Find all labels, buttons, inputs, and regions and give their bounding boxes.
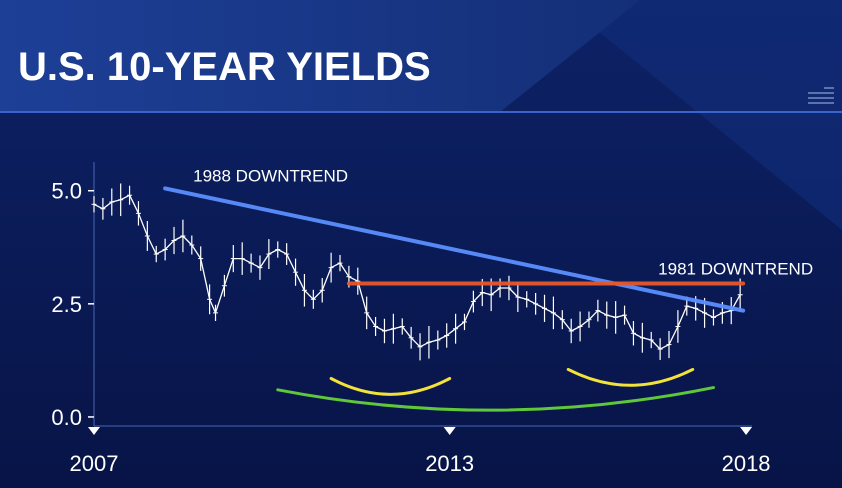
background-sweep [560, 0, 842, 230]
x-tick-mark [88, 427, 100, 435]
y-tick-label: 5.0 [51, 179, 82, 204]
yield-line [93, 194, 741, 350]
yield-series [91, 183, 743, 361]
x-tick-label: 2013 [425, 451, 474, 476]
x-tick-mark [443, 427, 456, 435]
x-axis-ticks: 2007 2013 2018 [70, 427, 771, 476]
x-tick-label: 2018 [722, 451, 771, 476]
x-tick-label: 2007 [70, 451, 119, 476]
arc-annotation [329, 376, 452, 396]
x-tick-mark [740, 427, 753, 435]
title-banner [0, 0, 640, 112]
brand-bars-icon [808, 87, 834, 104]
y-axis-ticks: 0.0 2.5 5.0 [51, 179, 94, 430]
arc-annotations [276, 367, 715, 412]
y-tick-label: 0.0 [51, 405, 82, 430]
trendline [163, 186, 746, 313]
arc-annotation [276, 386, 715, 412]
page-title: U.S. 10-YEAR YIELDS [18, 45, 431, 89]
trendline-label: 1981 DOWNTREND [658, 259, 813, 278]
y-tick-label: 2.5 [51, 292, 82, 317]
arc-annotation [566, 367, 695, 387]
trendline-annotations: 1988 DOWNTREND 1981 DOWNTREND [163, 166, 813, 313]
trendline-label: 1988 DOWNTREND [193, 166, 348, 185]
